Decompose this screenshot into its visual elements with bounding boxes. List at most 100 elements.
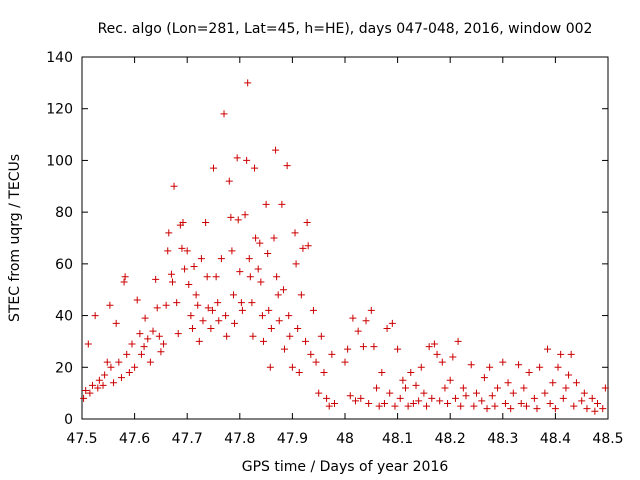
data-point: [84, 340, 92, 348]
data-point: [225, 177, 233, 185]
data-point: [215, 317, 223, 325]
data-point: [170, 182, 178, 190]
data-point: [330, 399, 338, 407]
data-point: [449, 353, 457, 361]
data-point: [570, 402, 578, 410]
data-point: [283, 162, 291, 170]
data-point: [157, 348, 165, 356]
data-point: [95, 376, 103, 384]
x-tick-label: 48.1: [382, 431, 413, 447]
data-point: [417, 363, 425, 371]
data-point: [546, 399, 554, 407]
data-point: [593, 399, 601, 407]
data-point: [266, 363, 274, 371]
x-tick-label: 47.7: [172, 431, 203, 447]
data-point: [530, 394, 538, 402]
data-point: [299, 244, 307, 252]
data-point: [94, 384, 102, 392]
data-point: [499, 358, 507, 366]
data-point: [549, 379, 557, 387]
data-points: [80, 79, 609, 415]
data-point: [187, 312, 195, 320]
data-point: [82, 387, 90, 395]
data-point: [359, 343, 367, 351]
data-point: [227, 213, 235, 221]
data-point: [423, 402, 431, 410]
data-point: [433, 350, 441, 358]
data-point: [295, 368, 303, 376]
data-point: [583, 405, 591, 413]
data-point: [106, 301, 114, 309]
data-point: [457, 402, 465, 410]
data-point: [507, 405, 515, 413]
data-point: [259, 337, 267, 345]
data-point: [544, 345, 552, 353]
data-point: [173, 299, 181, 307]
data-point: [286, 332, 294, 340]
data-point: [267, 325, 275, 332]
data-point: [256, 239, 264, 247]
data-point: [349, 314, 357, 322]
x-axis-label: GPS time / Days of year 2016: [242, 459, 449, 475]
data-point: [210, 164, 217, 172]
data-point: [208, 306, 216, 314]
data-point: [501, 399, 509, 407]
data-point: [509, 389, 517, 397]
data-point: [362, 317, 370, 325]
data-point: [199, 317, 207, 325]
data-point: [346, 392, 354, 400]
data-point: [254, 265, 262, 273]
data-point: [444, 399, 452, 407]
data-point: [178, 244, 186, 252]
data-point: [231, 319, 239, 327]
data-point: [115, 358, 123, 366]
data-point: [168, 278, 176, 286]
x-tick-label: 47.9: [277, 431, 308, 447]
data-point: [441, 384, 449, 392]
data-point: [559, 394, 567, 402]
y-tick-label: 120: [46, 102, 73, 118]
data-point: [252, 234, 260, 242]
data-point: [99, 381, 107, 389]
data-point: [480, 374, 488, 382]
data-point: [270, 234, 278, 242]
data-point: [233, 154, 241, 162]
data-point: [494, 384, 502, 392]
data-point: [89, 381, 97, 389]
data-point: [601, 384, 609, 392]
data-point: [185, 281, 193, 289]
data-point: [249, 332, 257, 340]
data-point: [375, 402, 383, 410]
data-point: [470, 402, 478, 410]
data-point: [164, 247, 172, 255]
data-point: [401, 384, 409, 392]
data-point: [486, 363, 494, 371]
data-point: [412, 381, 420, 389]
data-point: [212, 273, 220, 281]
x-tick-label: 48.3: [487, 431, 518, 447]
data-point: [459, 384, 467, 392]
data-point: [504, 379, 512, 387]
data-point: [357, 394, 365, 402]
data-point: [565, 371, 573, 379]
data-point: [378, 368, 386, 376]
data-point: [136, 330, 144, 338]
data-point: [302, 337, 310, 345]
data-point: [179, 218, 187, 226]
data-point: [515, 361, 523, 369]
data-point: [101, 371, 109, 379]
data-point: [107, 363, 115, 371]
data-point: [188, 325, 196, 332]
data-point: [288, 363, 296, 371]
data-point: [264, 250, 272, 258]
data-point: [303, 218, 311, 226]
data-point: [281, 345, 289, 353]
data-point: [591, 407, 599, 415]
data-point: [488, 392, 496, 400]
y-tick-label: 100: [46, 153, 73, 169]
y-axis-label: STEC from uqrg / TECUs: [7, 154, 23, 322]
data-point: [315, 389, 323, 397]
data-point: [248, 299, 256, 307]
data-point: [194, 301, 202, 309]
data-point: [128, 340, 136, 348]
